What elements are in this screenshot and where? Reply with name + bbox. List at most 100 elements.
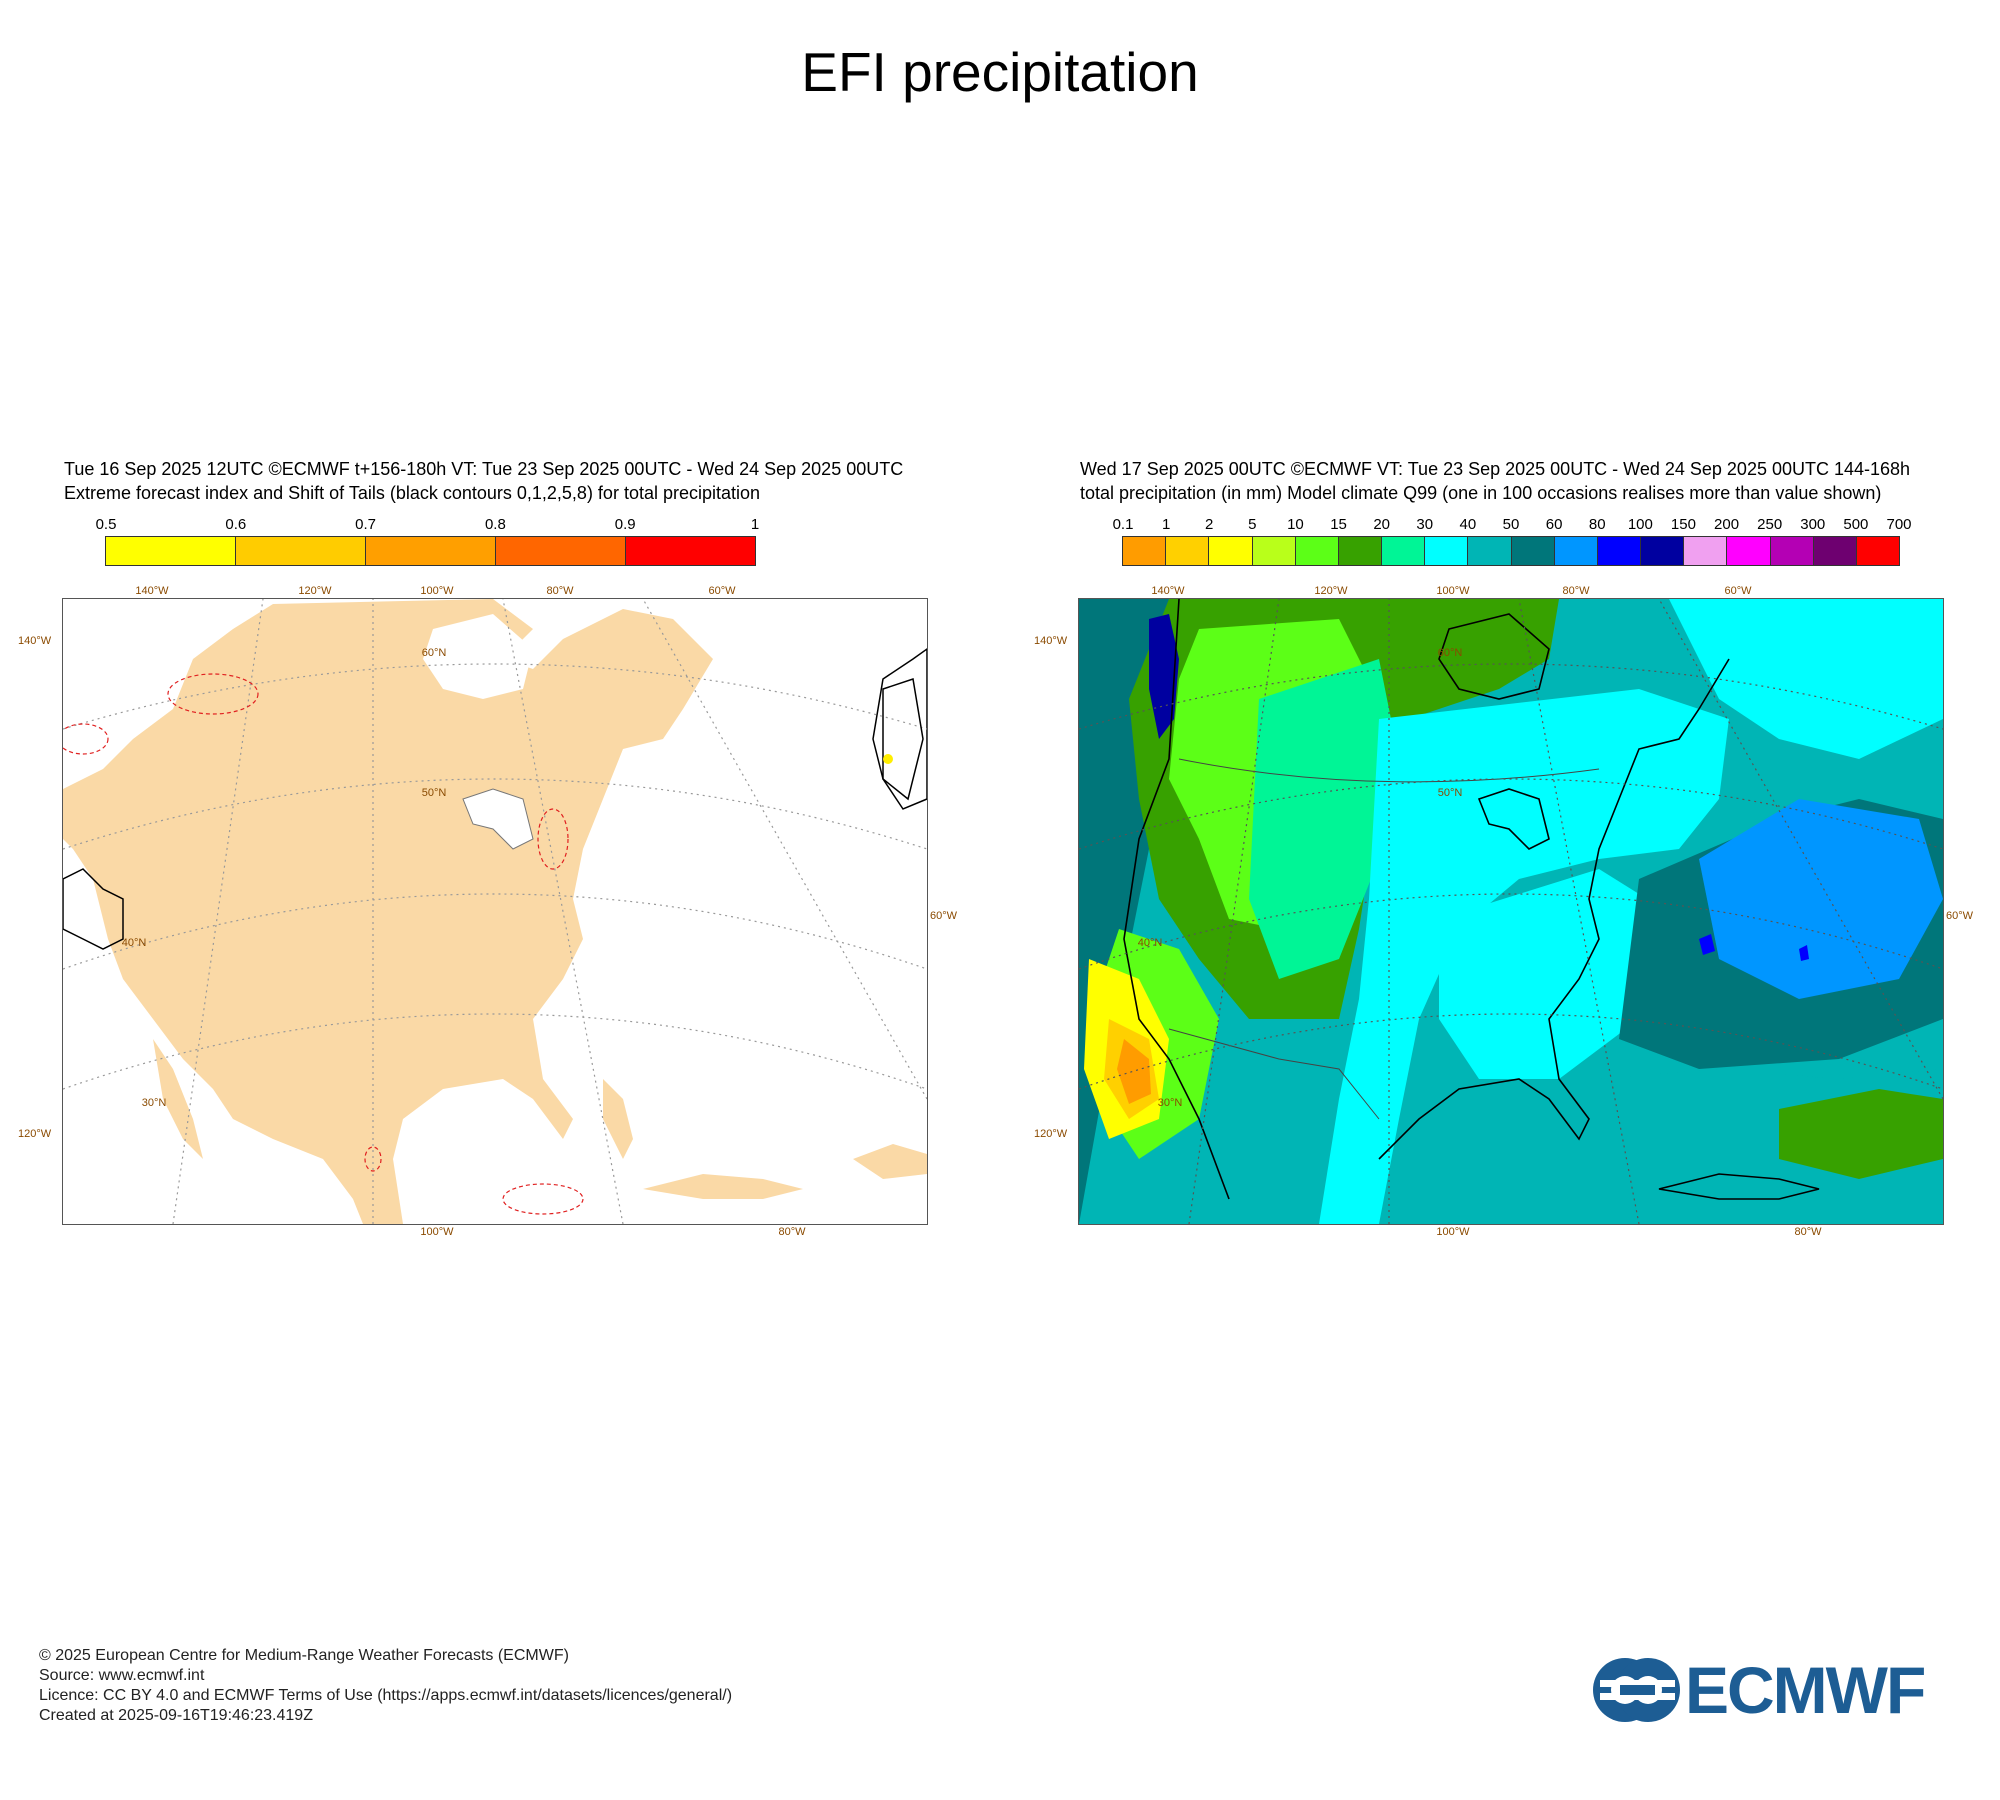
colorbar-swatch <box>236 537 366 565</box>
axis-tick-label: 80°W <box>546 585 574 597</box>
colorbar-label: 20 <box>1373 516 1390 533</box>
axis-tick-label: 120°W <box>18 1128 52 1140</box>
right-header-line2: total precipitation (in mm) Model climat… <box>1080 483 1882 503</box>
axis-tick-label: 80°W <box>1562 585 1590 597</box>
logo-text: ECMWF <box>1685 1653 1926 1727</box>
hudson-bay <box>423 614 533 699</box>
colorbar-label: 0.7 <box>355 516 377 533</box>
left-header-line2: Extreme forecast index and Shift of Tail… <box>64 483 761 503</box>
axis-tick-label: 40°N <box>121 937 147 949</box>
colorbar-label: 100 <box>1627 516 1653 533</box>
axis-tick-label: 60°W <box>930 910 958 922</box>
colorbar-label: 40 <box>1459 516 1477 533</box>
ecmwf-logo-icon <box>1593 1658 1680 1722</box>
colorbar-swatch <box>1554 537 1598 565</box>
colorbar-swatch <box>1684 537 1728 565</box>
colorbar-swatch <box>1166 537 1210 565</box>
axis-tick-label: 30°N <box>1157 1097 1183 1109</box>
axis-tick-label: 50°N <box>421 787 447 799</box>
colorbar-label: 0.5 <box>95 516 117 533</box>
colorbar-label: 80 <box>1588 516 1606 533</box>
axis-tick-label: 100°W <box>420 1226 454 1238</box>
colorbar-swatch <box>1856 537 1900 565</box>
axis-tick-label: 100°W <box>1436 585 1470 597</box>
right-colorbar <box>1122 536 1900 566</box>
colorbar-swatch <box>1770 537 1814 565</box>
colorbar-swatch <box>1425 537 1469 565</box>
colorbar-label: 250 <box>1757 516 1783 533</box>
land-shape <box>63 599 713 1224</box>
borders <box>1168 758 1600 1120</box>
left-header-line1: Tue 16 Sep 2025 12UTC ©ECMWF t+156-180h … <box>64 459 904 479</box>
colorbar-label: 50 <box>1502 516 1520 533</box>
axis-tick-label: 120°W <box>1314 585 1348 597</box>
colorbar-label: 5 <box>1248 516 1257 533</box>
colorbar-swatch <box>1511 537 1555 565</box>
footer: © 2025 European Centre for Medium-Range … <box>39 1646 732 1726</box>
colorbar-label: 200 <box>1714 516 1740 533</box>
axis-tick-label: 140°W <box>135 585 169 597</box>
colorbar-label: 1 <box>750 516 760 533</box>
colorbar-label: 300 <box>1800 516 1826 533</box>
axis-tick-label: 50°N <box>1437 787 1463 799</box>
colorbar-label: 60 <box>1545 516 1563 533</box>
red-contours <box>63 673 584 1215</box>
colorbar-label: 0.1 <box>1112 516 1134 533</box>
north-america-map-icon <box>63 599 927 1224</box>
colorbar-label: 15 <box>1330 516 1347 533</box>
baja-peninsula <box>153 1039 203 1159</box>
colorbar-label: 10 <box>1287 516 1304 533</box>
axis-tick-label: 60°W <box>708 585 736 597</box>
page-title: EFI precipitation <box>801 41 1199 103</box>
axis-tick-label: 120°W <box>298 585 332 597</box>
axis-tick-label: 140°W <box>18 635 52 647</box>
colorbar-swatch <box>1382 537 1426 565</box>
colorbar-swatch <box>1209 537 1253 565</box>
colorbar-swatch <box>1813 537 1857 565</box>
colorbar-swatch <box>1123 537 1167 565</box>
colorbar-swatch <box>626 537 755 565</box>
footer-created: Created at 2025-09-16T19:46:23.419Z <box>39 1707 313 1724</box>
colorbar-label: 700 <box>1886 516 1912 533</box>
footer-copyright: © 2025 European Centre for Medium-Range … <box>39 1647 569 1664</box>
graticule-right <box>1079 599 1943 1224</box>
axis-tick-label: 120°W <box>1034 1128 1068 1140</box>
colorbar-swatch <box>1252 537 1296 565</box>
ecmwf-logo: ECMWF <box>1590 1655 1965 1725</box>
colorbar-label: 0.6 <box>225 516 247 533</box>
axis-tick-label: 80°W <box>778 1226 806 1238</box>
hispaniola <box>853 1144 927 1179</box>
colorbar-swatch <box>1468 537 1512 565</box>
axis-tick-label: 60°N <box>421 647 447 659</box>
graticule <box>63 599 927 1224</box>
colorbar-label: 30 <box>1416 516 1434 533</box>
colorbar-label: 1 <box>1161 516 1171 533</box>
greenland-tip <box>872 648 927 810</box>
axis-tick-label: 100°W <box>1436 1226 1470 1238</box>
colorbar-swatch <box>1597 537 1642 565</box>
black-contours <box>63 678 924 950</box>
cuba <box>643 1174 803 1199</box>
colorbar-swatch <box>1295 537 1339 565</box>
left-colorbar <box>105 536 756 566</box>
axis-tick-label: 60°W <box>1724 585 1752 597</box>
yellow-spot <box>883 754 893 764</box>
right-map <box>1078 598 1944 1225</box>
florida <box>603 1079 633 1159</box>
right-header-line1: Wed 17 Sep 2025 00UTC ©ECMWF VT: Tue 23 … <box>1080 459 1911 479</box>
colorbar-swatch <box>106 537 236 565</box>
colorbar-label: 0.8 <box>484 516 506 533</box>
axis-tick-label: 30°N <box>141 1097 167 1109</box>
axis-tick-label: 140°W <box>1034 635 1068 647</box>
left-map <box>62 598 928 1225</box>
colorbar-swatch <box>496 537 626 565</box>
axis-tick-label: 60°N <box>1437 647 1463 659</box>
coastlines <box>1123 599 1820 1200</box>
colorbar-label: 150 <box>1670 516 1696 533</box>
colorbar-swatch <box>366 537 496 565</box>
footer-source: Source: www.ecmwf.int <box>39 1667 205 1684</box>
colorbar-label: 500 <box>1843 516 1869 533</box>
colorbar-swatch <box>1338 537 1383 565</box>
axis-tick-label: 80°W <box>1794 1226 1822 1238</box>
colorbar-swatch <box>1641 537 1685 565</box>
